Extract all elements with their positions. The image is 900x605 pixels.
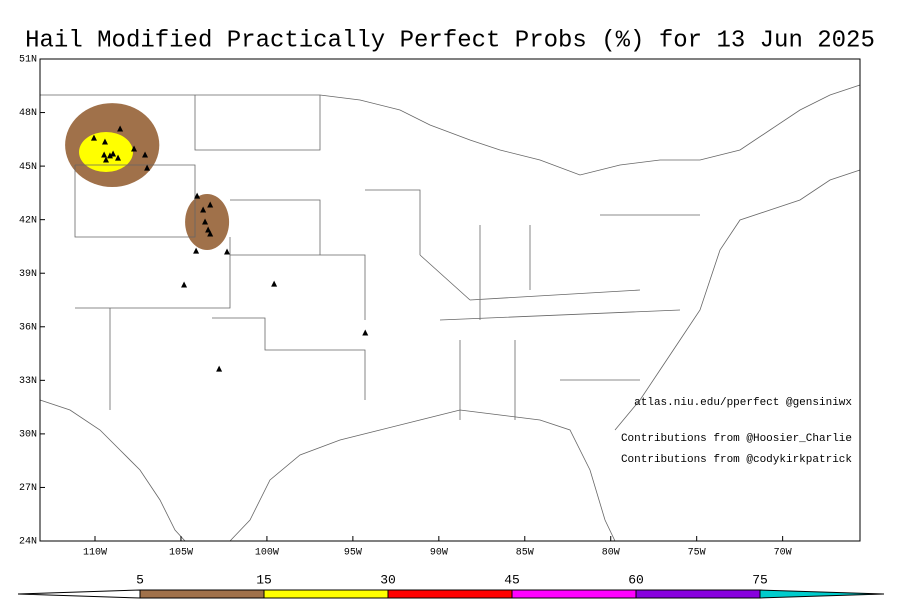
y-tick-label: 48N [19,108,37,119]
hail-report [200,206,207,213]
hail-report [103,156,110,163]
hail-report [271,280,278,287]
y-tick-label: 24N [19,537,37,548]
state-borders [74,95,700,420]
hail-report [181,281,188,288]
colorbar-over [759,589,885,599]
title: Hail Modified Practically Perfect Probs … [25,27,875,54]
y-tick-label: 39N [19,269,37,280]
colorbar-segment [387,589,513,599]
hail-report [193,247,200,254]
x-tick-label: 95W [344,548,362,559]
hail-report [205,226,212,233]
colorbar-label: 30 [380,572,396,587]
x-tick-label: 80W [602,548,620,559]
y-tick-label: 45N [19,162,37,173]
x-tick-label: 75W [688,548,706,559]
x-tick-label: 105W [169,548,193,559]
hail-report [194,192,201,199]
border [40,84,861,176]
annotation: Contributions from @Hoosier_Charlie [621,433,852,445]
annotation: atlas.niu.edu/pperfect @gensiniwx [634,397,852,409]
colorbar-label: 15 [256,572,272,587]
y-tick-label: 42N [19,215,37,226]
colorbar-segment [511,589,637,599]
hail-report [207,201,214,208]
x-tick-label: 100W [255,548,279,559]
hail-report [216,365,223,372]
y-tick-label: 30N [19,430,37,441]
hail-report [101,138,108,145]
hail-report [362,329,369,336]
probability-contour [79,132,134,173]
x-tick-label: 110W [83,548,107,559]
probability-contour [185,193,230,251]
hail-report [202,218,209,225]
annotation: Contributions from @codykirkpatrick [621,454,852,466]
colorbar-segment [635,589,761,599]
hail-report [110,150,117,157]
colorbar-under [17,589,141,599]
colorbar-segment [263,589,389,599]
coastline [39,169,861,542]
x-tick-label: 85W [516,548,534,559]
colorbar-label: 45 [504,572,520,587]
hail-report [90,134,97,141]
hail-report [117,125,124,132]
hail-report [131,145,138,152]
hail-report [115,154,122,161]
colorbar-label: 5 [136,572,144,587]
hail-report [224,248,231,255]
hail-report [144,164,151,171]
y-tick-label: 33N [19,376,37,387]
x-tick-label: 70W [774,548,792,559]
y-tick-label: 27N [19,483,37,494]
colorbar-segment [139,589,265,599]
hail-report [207,230,214,237]
colorbar-label: 60 [628,572,644,587]
hail-report [142,151,149,158]
x-tick-label: 90W [430,548,448,559]
basemap [39,84,861,542]
hail-report [106,152,113,159]
y-tick-label: 36N [19,322,37,333]
map-frame [39,58,861,542]
hail-report [101,151,108,158]
colorbar-label: 75 [752,572,768,587]
y-tick-label: 51N [19,55,37,66]
